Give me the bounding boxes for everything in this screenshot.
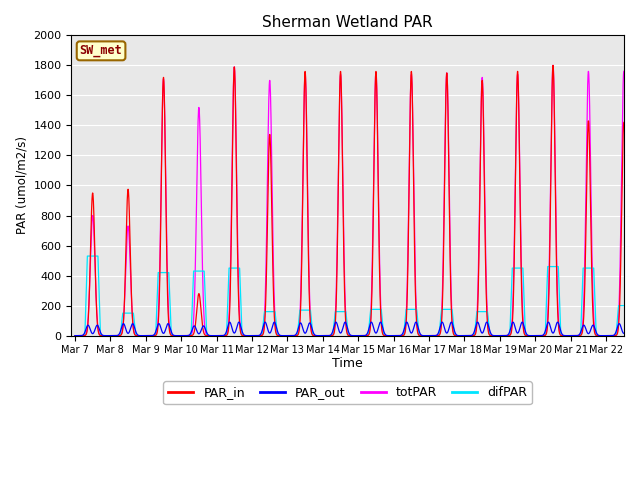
Y-axis label: PAR (umol/m2/s): PAR (umol/m2/s)	[15, 136, 28, 235]
Legend: PAR_in, PAR_out, totPAR, difPAR: PAR_in, PAR_out, totPAR, difPAR	[163, 382, 532, 405]
X-axis label: Time: Time	[332, 357, 363, 370]
Text: SW_met: SW_met	[80, 44, 122, 57]
Title: Sherman Wetland PAR: Sherman Wetland PAR	[262, 15, 433, 30]
